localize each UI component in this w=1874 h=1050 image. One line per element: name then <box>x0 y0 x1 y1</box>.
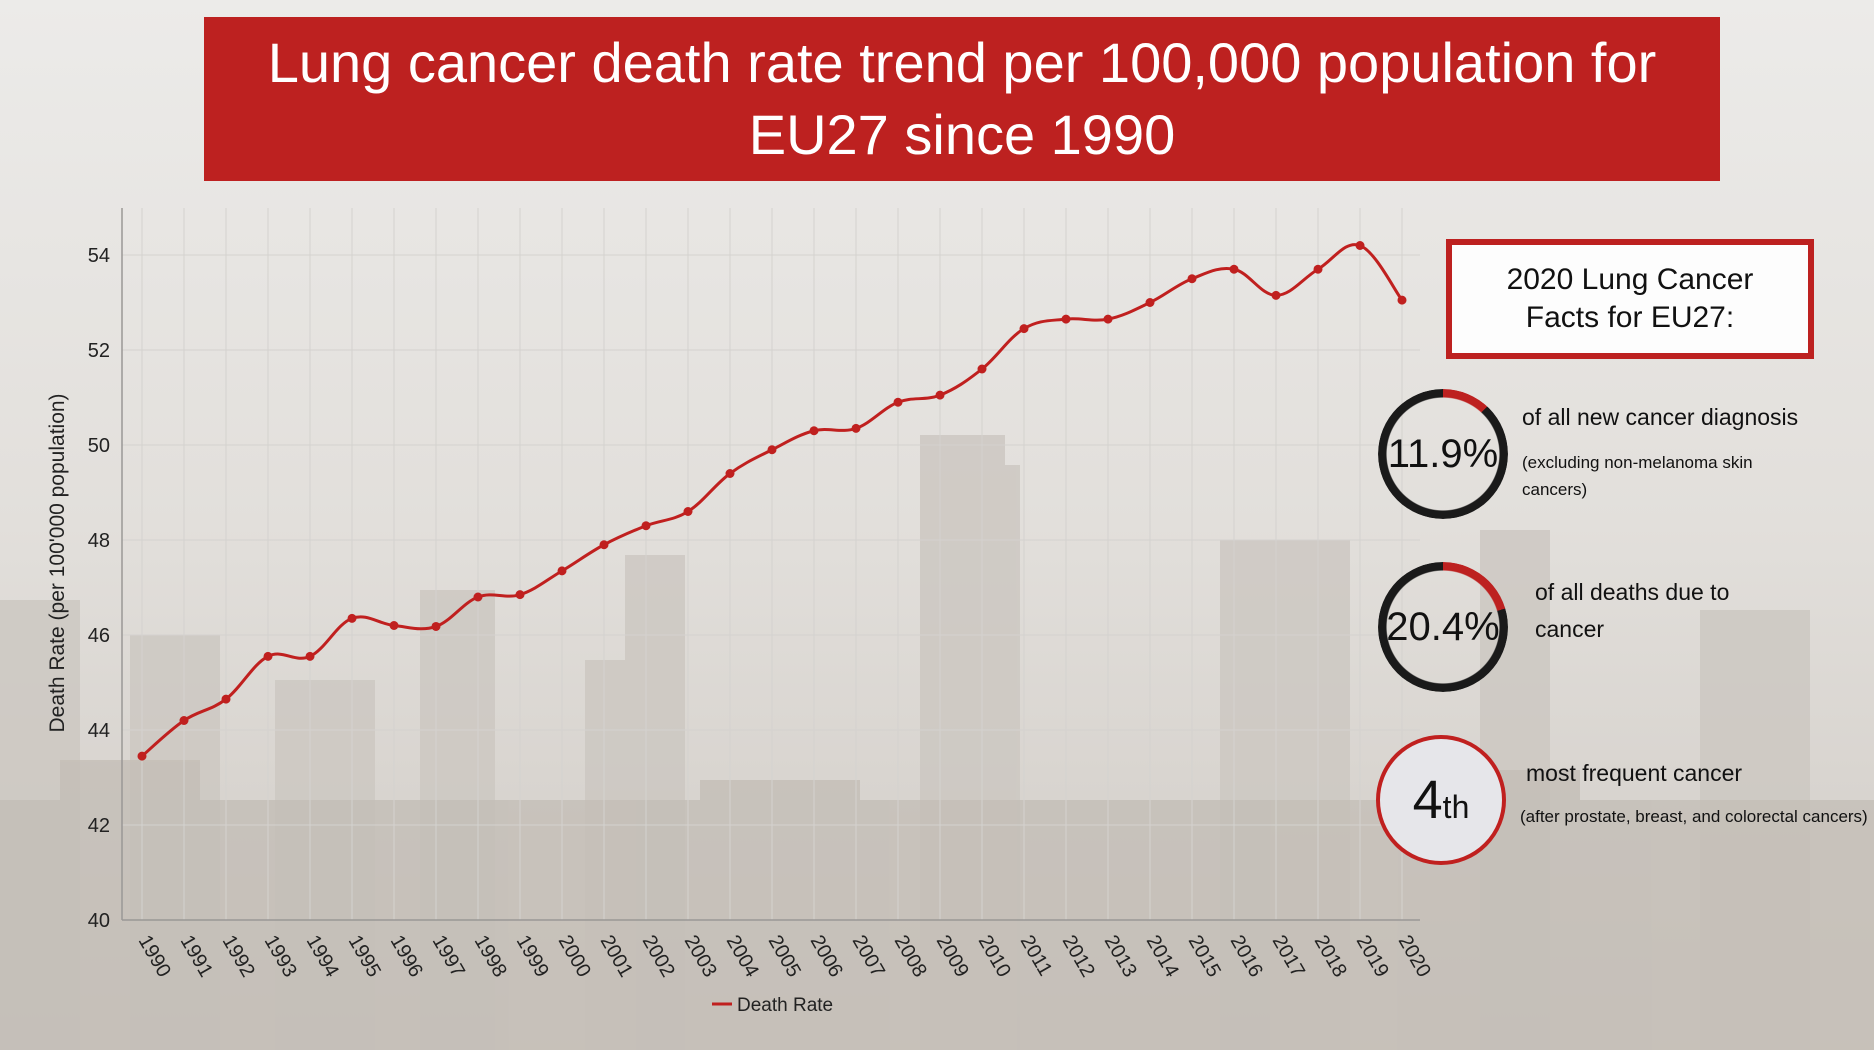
x-tick-label: 1996 <box>386 932 427 982</box>
x-tick-label: 2013 <box>1100 932 1141 982</box>
data-point-1995 <box>347 613 357 623</box>
data-point-2017 <box>1271 290 1281 300</box>
y-tick-label: 40 <box>88 910 110 932</box>
chart-title: Lung cancer death rate trend per 100,000… <box>267 31 1657 166</box>
x-tick-label: 2014 <box>1142 932 1183 982</box>
x-tick-label: 2010 <box>974 932 1015 982</box>
x-tick-label: 1992 <box>218 932 259 982</box>
x-tick-label: 2015 <box>1184 932 1225 982</box>
data-point-1991 <box>179 716 189 725</box>
data-point-2018 <box>1313 264 1323 274</box>
x-tick-label: 1999 <box>512 932 553 982</box>
facts-heading: 2020 Lung Cancer Facts for EU27: <box>1506 263 1754 334</box>
rank-circle <box>1376 735 1506 865</box>
data-point-1999 <box>515 590 525 600</box>
x-tick-label: 2002 <box>638 932 679 982</box>
x-tick-label: 2009 <box>932 932 973 982</box>
title-banner: Lung cancer death rate trend per 100,000… <box>204 17 1720 181</box>
data-points <box>137 241 1407 761</box>
data-point-2015 <box>1187 274 1197 284</box>
facts-heading-box: 2020 Lung Cancer Facts for EU27: <box>1446 239 1814 359</box>
stat-label-rank: most frequent cancer <box>1526 760 1743 786</box>
x-tick-label: 1993 <box>260 932 301 982</box>
data-point-2005 <box>767 445 777 455</box>
x-tick-label: 2007 <box>848 932 889 982</box>
data-point-2000 <box>557 566 567 576</box>
y-tick-label: 42 <box>88 815 110 837</box>
data-point-1992 <box>221 694 231 704</box>
x-tick-label: 2017 <box>1268 932 1309 982</box>
data-point-2012 <box>1061 314 1071 324</box>
data-point-2013 <box>1103 314 1113 324</box>
x-tick-labels: 1990 1991 1992 1993 1994 1995 1996 1997 1998 1999… <box>134 932 1435 982</box>
horizontal-gridlines <box>122 254 1420 921</box>
x-tick-label: 2016 <box>1226 932 1267 982</box>
data-point-2001 <box>599 540 609 550</box>
data-point-1994 <box>305 651 315 661</box>
x-tick-label: 2004 <box>722 932 763 982</box>
stat-note-rank: (after prostate, breast, and colorectal … <box>1520 807 1868 826</box>
x-tick-label: 2012 <box>1058 932 1099 982</box>
y-tick-label: 52 <box>88 340 110 362</box>
x-tick-label: 2008 <box>890 932 931 982</box>
data-point-2002 <box>641 521 651 531</box>
data-point-2008 <box>893 397 903 407</box>
legend-label-death-rate: Death Rate <box>737 995 833 1016</box>
data-point-1997 <box>431 621 441 631</box>
x-tick-label: 2011 <box>1016 932 1057 980</box>
stat-note-new-diagnosis: (excluding non-melanoma skin cancers) <box>1522 453 1753 499</box>
y-tick-label: 54 <box>88 245 110 267</box>
data-point-2016 <box>1229 264 1239 274</box>
x-tick-label: 2000 <box>554 932 595 982</box>
x-tick-label: 1990 <box>134 932 175 982</box>
x-tick-label: 1994 <box>302 932 343 982</box>
data-point-2004 <box>725 469 735 478</box>
y-tick-label: 48 <box>88 530 110 552</box>
data-point-1996 <box>389 621 399 630</box>
x-tick-label: 1995 <box>344 932 385 982</box>
y-tick-label: 44 <box>88 720 110 742</box>
x-tick-label: 2003 <box>680 932 721 982</box>
stat-label-new-diagnosis: of all new cancer diagnosis <box>1522 404 1799 430</box>
data-point-2007 <box>851 423 861 433</box>
x-tick-label: 2020 <box>1394 932 1435 982</box>
y-tick-labels: 40 42 44 46 48 50 52 54 <box>88 245 110 932</box>
x-tick-label: 2019 <box>1352 932 1393 982</box>
progress-ring-new-diagnosis <box>1378 389 1508 519</box>
x-tick-label: 1998 <box>470 932 511 982</box>
x-tick-label: 2001 <box>596 932 637 982</box>
x-tick-label: 2006 <box>806 932 847 982</box>
axes <box>121 208 1420 921</box>
legend: Death Rate <box>712 995 833 1016</box>
data-point-2010 <box>977 364 987 374</box>
data-point-2014 <box>1145 298 1155 307</box>
stat-value-cancer-deaths: 20.4% <box>1386 604 1500 649</box>
y-tick-label: 46 <box>88 625 110 647</box>
data-point-1990 <box>137 751 147 761</box>
x-tick-label: 1991 <box>176 932 217 982</box>
vertical-gridlines <box>141 208 1403 920</box>
y-axis-title: Death Rate (per 100'000 population) <box>46 393 69 732</box>
x-tick-label: 2005 <box>764 932 805 982</box>
data-point-2020 <box>1397 295 1407 305</box>
y-tick-label: 50 <box>88 435 110 457</box>
data-point-1998 <box>473 592 483 602</box>
data-point-2019 <box>1355 241 1365 250</box>
data-point-2009 <box>935 390 945 400</box>
stat-value-new-diagnosis: 11.9% <box>1387 431 1499 476</box>
x-tick-label: 1997 <box>428 932 469 982</box>
data-point-2003 <box>683 507 693 516</box>
data-point-2006 <box>809 426 819 436</box>
stat-label-cancer-deaths: of all deaths due to cancer <box>1535 579 1730 642</box>
data-point-1993 <box>263 651 273 661</box>
progress-ring-cancer-deaths <box>1378 562 1508 692</box>
x-tick-label: 2018 <box>1310 932 1351 982</box>
data-point-2011 <box>1019 324 1029 334</box>
